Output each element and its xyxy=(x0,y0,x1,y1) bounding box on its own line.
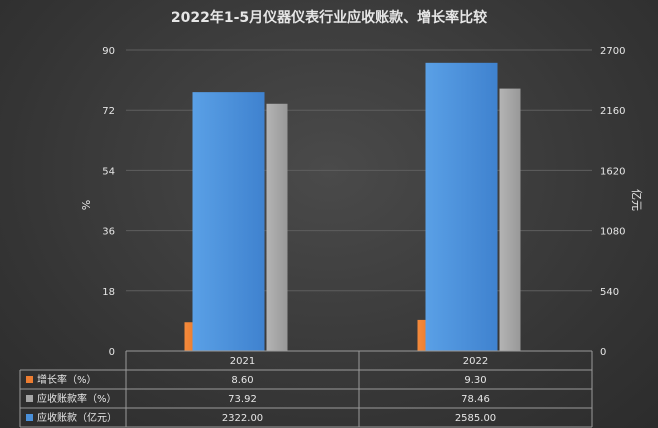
right-tick-label: 2160 xyxy=(600,106,625,117)
data-table: 2021 2022 增长率（%） 8.60 9.30 应收账款率（%） 73.92 78.46… xyxy=(19,350,593,428)
chart-title: 2022年1-5月仪器仪表行业应收账款、增长率比较 xyxy=(171,9,487,26)
series-name: 应收账款率（%） xyxy=(37,392,117,405)
left-tick-label: 54 xyxy=(102,166,115,177)
left-axis-ticks: 0 18 36 54 72 90 xyxy=(102,46,115,358)
series-name: 应收账款（亿元） xyxy=(37,411,117,424)
bar-receivables-2022 xyxy=(425,62,498,351)
data-label: 8.60 xyxy=(231,375,253,386)
right-axis-title: 亿元 xyxy=(630,189,643,211)
right-tick-label: 1080 xyxy=(600,227,625,238)
bar-receivables-rate-2022 xyxy=(499,88,521,352)
left-tick-label: 72 xyxy=(102,106,115,117)
x-category-label: 2022 xyxy=(463,356,488,367)
left-axis-title: % xyxy=(80,200,93,210)
bars xyxy=(184,62,521,352)
right-tick-label: 2700 xyxy=(600,46,625,57)
right-axis-ticks: 0 540 1080 1620 2160 2700 xyxy=(600,46,625,358)
data-label: 78.46 xyxy=(461,394,490,405)
left-tick-label: 36 xyxy=(102,227,115,238)
right-tick-label: 540 xyxy=(600,287,619,298)
left-tick-label: 0 xyxy=(109,347,115,358)
legend-swatch xyxy=(26,395,33,402)
right-tick-label: 0 xyxy=(600,347,606,358)
data-label: 73.92 xyxy=(228,394,257,405)
data-label: 2585.00 xyxy=(455,413,496,424)
series-name: 增长率（%） xyxy=(37,373,97,386)
left-tick-label: 90 xyxy=(102,46,115,57)
bar-receivables-rate-2021 xyxy=(266,103,288,352)
legend-swatch xyxy=(26,376,33,383)
legend-swatch xyxy=(26,414,33,421)
bar-receivables-2021 xyxy=(192,92,265,351)
data-label: 9.30 xyxy=(464,375,486,386)
x-category-label: 2021 xyxy=(230,356,255,367)
data-label: 2322.00 xyxy=(222,413,263,424)
left-tick-label: 18 xyxy=(102,287,115,298)
right-tick-label: 1620 xyxy=(600,166,625,177)
